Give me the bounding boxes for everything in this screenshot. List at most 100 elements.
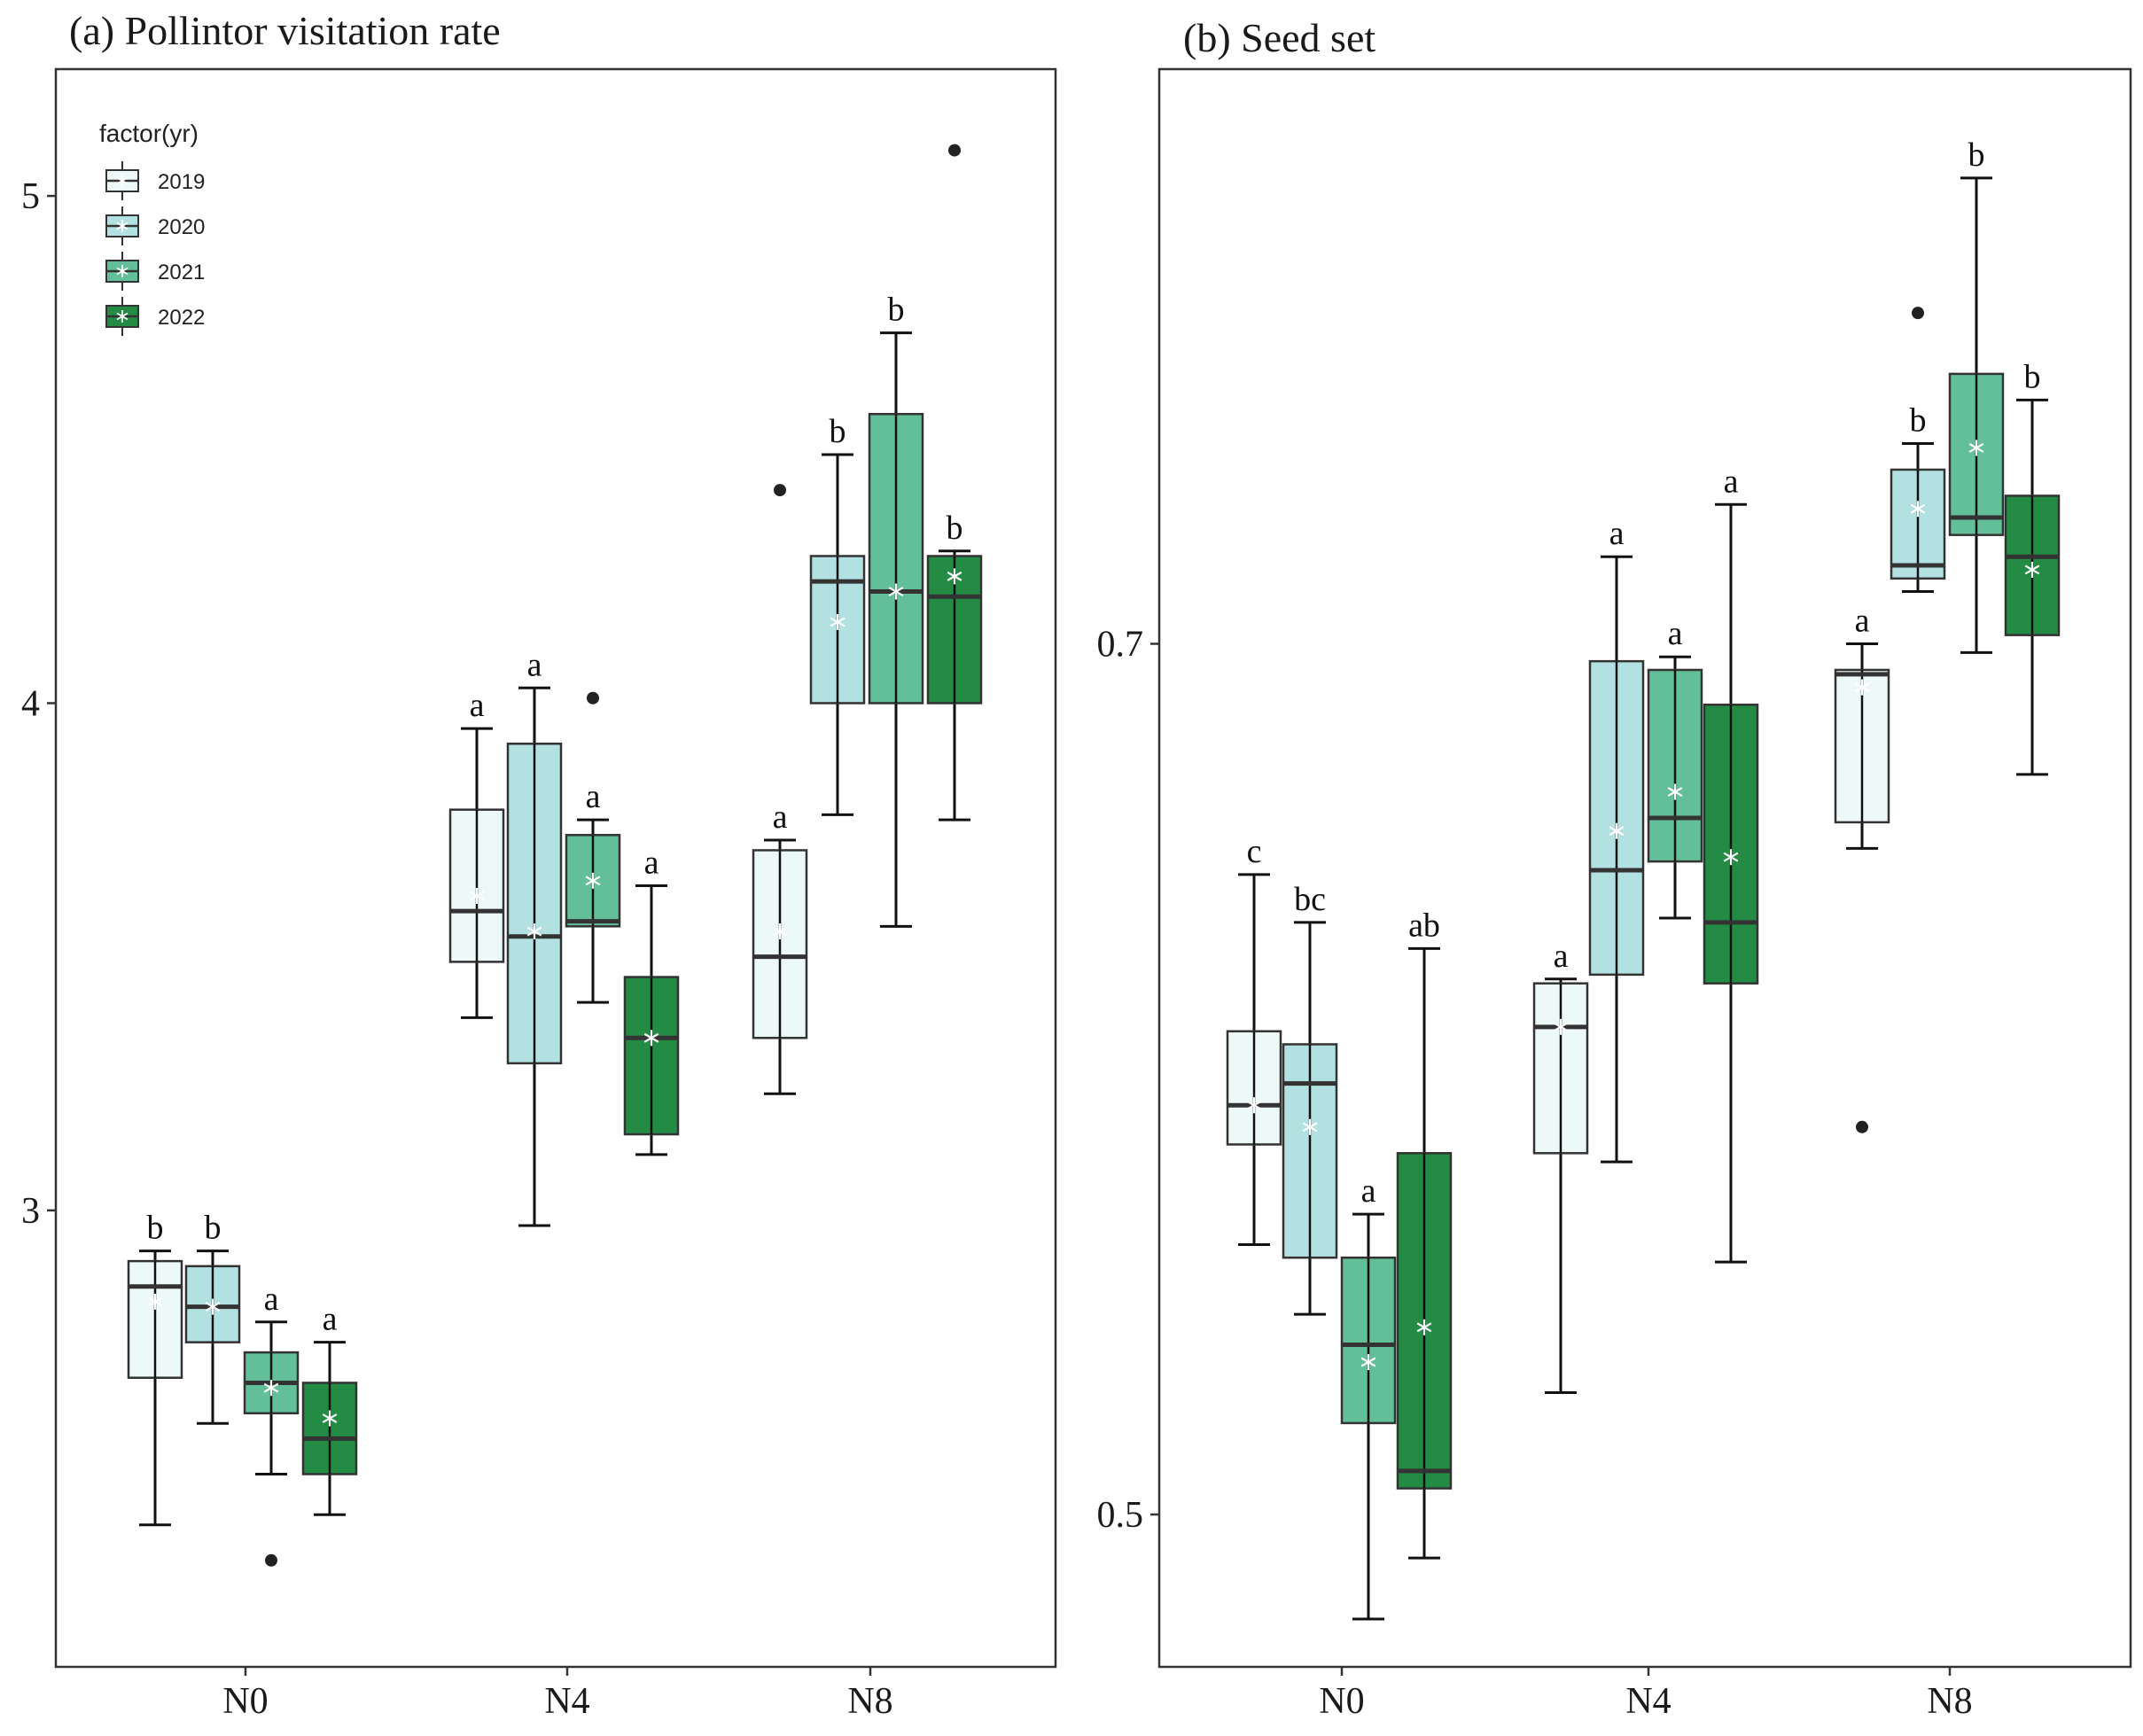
mean-marker: [1723, 849, 1739, 866]
mean-marker: [469, 887, 485, 904]
box-2022-N8: b: [2004, 358, 2061, 776]
significance-letter: a: [586, 778, 601, 815]
outlier-point: [587, 691, 599, 705]
box-2020-N4: a: [506, 646, 563, 1227]
box-2020-N0: b: [184, 1210, 241, 1425]
y-tick-label: 3: [21, 1191, 40, 1232]
box-2020-N8: b: [809, 413, 866, 816]
legend-key-mean: [116, 176, 129, 185]
mean-marker-stroke: [526, 926, 542, 937]
legend-label: 2021: [158, 261, 205, 284]
mean-marker-stroke: [585, 876, 601, 886]
mean-marker-stroke: [1609, 826, 1625, 837]
legend-title: factor(yr): [99, 120, 199, 147]
significance-letter: c: [1247, 833, 1262, 870]
box-2019-N8: a: [1834, 602, 1890, 1133]
mean-marker: [1416, 1319, 1432, 1335]
legend-item-2019: 2019: [105, 161, 205, 200]
legend-label: 2020: [158, 215, 205, 239]
significance-letter: ab: [1408, 907, 1440, 944]
x-tick-label: N8: [1927, 1681, 1972, 1722]
significance-letter: b: [888, 292, 905, 329]
mean-marker: [888, 583, 904, 600]
box-2020-N4: a: [1588, 515, 1645, 1164]
mean-marker: [1553, 1018, 1569, 1035]
box-2022-N4: a: [623, 845, 680, 1156]
significance-letter: bc: [1294, 881, 1326, 918]
mean-marker-stroke: [772, 926, 788, 937]
outlier-point: [1912, 307, 1924, 320]
mean-marker: [526, 923, 542, 940]
box-2019-N0: b: [127, 1210, 183, 1527]
box-2019-N8: a: [752, 484, 808, 1095]
mean-marker-stroke: [322, 1413, 338, 1423]
mean-marker-stroke: [1723, 852, 1739, 862]
panel-seed-set: (b) Seed set 0.50.7 N0 N4 N8 caabcabaababa…: [1097, 15, 2132, 1722]
significance-letter: a: [1609, 515, 1625, 552]
mean-marker: [1667, 783, 1683, 800]
outlier-point: [265, 1553, 277, 1567]
y-tick-label: 4: [21, 683, 40, 724]
panel-b-plot-frame: [1157, 67, 2132, 1669]
box-2021-N0: a: [1340, 1172, 1397, 1621]
significance-letter: b: [205, 1210, 222, 1247]
mean-marker-stroke: [643, 1032, 659, 1043]
significance-letter: a: [323, 1301, 338, 1338]
significance-letter: a: [1855, 602, 1870, 639]
significance-letter: a: [527, 646, 542, 683]
mean-marker: [147, 1293, 163, 1310]
box-2021-N8: b: [1948, 136, 2005, 654]
box-2021-N4: a: [1647, 615, 1703, 920]
legend-item-2020: 2020: [105, 206, 205, 245]
legend: factor(yr) 2019 2020 2021 2022: [99, 120, 205, 336]
box-2019-N4: a: [1532, 938, 1589, 1394]
mean-marker: [1609, 822, 1625, 839]
outlier-point: [774, 484, 786, 497]
box-2020-N8: b: [1890, 307, 1946, 594]
legend-key-mean: [116, 312, 129, 321]
mean-marker: [1246, 1097, 1262, 1114]
legend-item-2021: 2021: [105, 252, 205, 291]
panel-b-y-axis: 0.5 0.7: [1097, 624, 1159, 1536]
mean-marker-stroke: [263, 1382, 279, 1393]
mean-marker-stroke: [1360, 1357, 1376, 1367]
mean-marker: [585, 872, 601, 889]
x-tick-label: N4: [1625, 1681, 1671, 1722]
significance-letter: a: [1724, 463, 1739, 500]
panel-a-x-axis: N0 N4 N8: [222, 1667, 893, 1722]
significance-letter: b: [2024, 358, 2041, 395]
box-2022-N8: b: [926, 144, 983, 821]
mean-marker-stroke: [1854, 682, 1870, 693]
mean-marker: [643, 1030, 659, 1047]
significance-letter: a: [773, 798, 788, 836]
panel-a-boxes: b a a b a b a a b a a b: [127, 144, 983, 1567]
mean-marker: [1302, 1118, 1318, 1135]
significance-letter: b: [947, 510, 963, 547]
box-2021-N0: a: [243, 1281, 300, 1567]
significance-letter: b: [1910, 402, 1927, 440]
mean-marker: [1854, 679, 1870, 696]
x-tick-label: N0: [222, 1681, 268, 1722]
y-tick-label: 0.7: [1097, 624, 1144, 665]
mean-marker: [772, 923, 788, 940]
box-2019-N0: c: [1226, 833, 1282, 1246]
outlier-point: [1856, 1120, 1868, 1133]
legend-key-mean: [116, 267, 129, 276]
mean-marker-stroke: [830, 617, 846, 627]
mean-marker-stroke: [1416, 1322, 1432, 1333]
panel-b-title: (b) Seed set: [1183, 15, 1375, 60]
mean-marker: [1360, 1354, 1376, 1371]
significance-letter: a: [1361, 1172, 1376, 1210]
mean-marker-stroke: [947, 571, 962, 581]
box-2022-N4: a: [1703, 463, 1759, 1264]
box-2021-N4: a: [565, 691, 621, 1004]
outlier-point: [948, 144, 961, 157]
box-2022-N0: a: [301, 1301, 358, 1516]
y-tick-label: 0.5: [1097, 1495, 1144, 1536]
panel-b-x-axis: N0 N4 N8: [1319, 1667, 1973, 1722]
significance-letter: b: [1968, 136, 1985, 174]
y-tick-label: 5: [21, 176, 40, 217]
box-2019-N4: a: [448, 687, 505, 1019]
mean-marker: [322, 1410, 338, 1427]
